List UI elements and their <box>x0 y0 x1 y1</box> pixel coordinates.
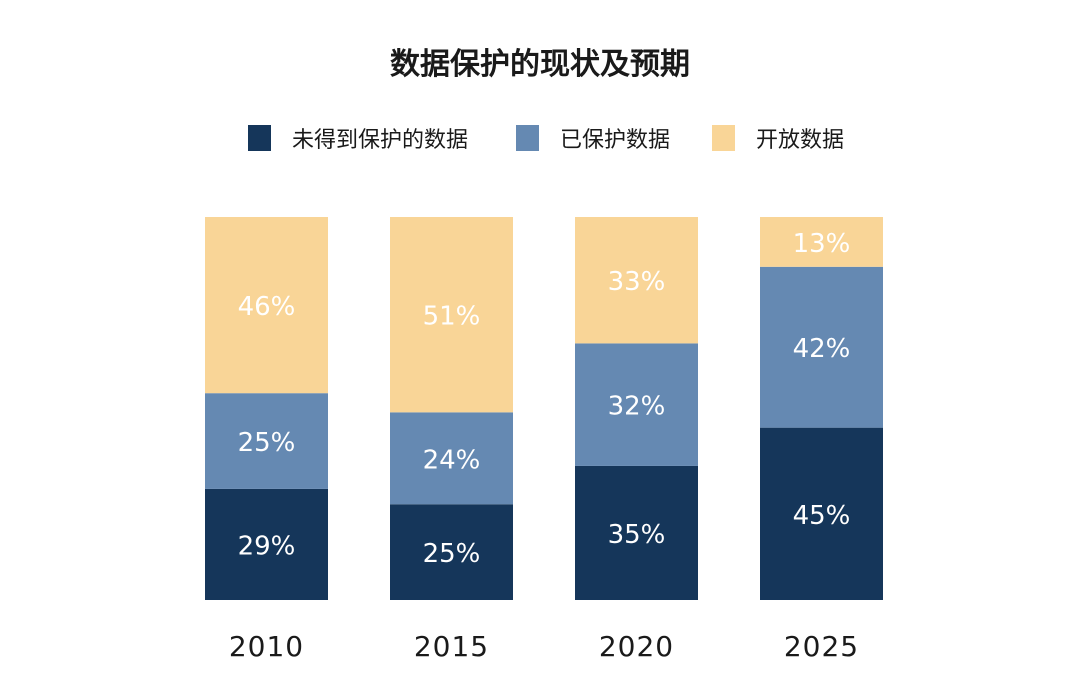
legend-label: 开放数据 <box>756 128 844 153</box>
bar-segment <box>205 488 328 600</box>
legend-swatch <box>712 125 735 151</box>
data-label: 29% <box>238 531 296 561</box>
legend-label: 已保护数据 <box>560 128 670 153</box>
bar-segment <box>205 217 328 394</box>
bar-segment <box>575 217 698 344</box>
x-tick-label: 2020 <box>599 630 674 663</box>
chart-title: 数据保护的现状及预期 <box>390 47 690 82</box>
data-label: 33% <box>608 267 666 297</box>
bar-segment <box>575 343 698 466</box>
bar-segment <box>390 504 513 600</box>
x-axis-ticks: 2010 2015 2020 2025 <box>229 630 859 663</box>
data-label: 25% <box>423 539 481 569</box>
bar-segment <box>390 412 513 505</box>
legend-label: 未得到保护的数据 <box>292 128 468 153</box>
bar-segment <box>760 427 883 600</box>
data-label: 35% <box>608 520 666 550</box>
data-label: 25% <box>238 428 296 458</box>
x-tick-label: 2025 <box>784 630 859 663</box>
legend-swatch <box>248 125 271 151</box>
bar-segment <box>390 217 513 413</box>
x-tick-label: 2010 <box>229 630 304 663</box>
bar-segment <box>575 465 698 600</box>
data-label: 13% <box>793 229 851 259</box>
x-tick-label: 2015 <box>414 630 489 663</box>
bars: 29% 25% 46% 25% 24% 51% 35% 32% 33% 45% 42% 13% <box>205 217 883 600</box>
data-label: 32% <box>608 392 666 422</box>
data-label: 42% <box>793 334 851 364</box>
data-label: 45% <box>793 501 851 531</box>
bar-segment <box>760 217 883 267</box>
data-label: 46% <box>238 292 296 322</box>
bar-segment <box>205 393 328 489</box>
legend: 未得到保护的数据 已保护数据 开放数据 <box>248 125 844 153</box>
bar-segment <box>760 266 883 428</box>
legend-swatch <box>516 125 539 151</box>
data-label: 24% <box>423 445 481 475</box>
data-label: 51% <box>423 302 481 332</box>
